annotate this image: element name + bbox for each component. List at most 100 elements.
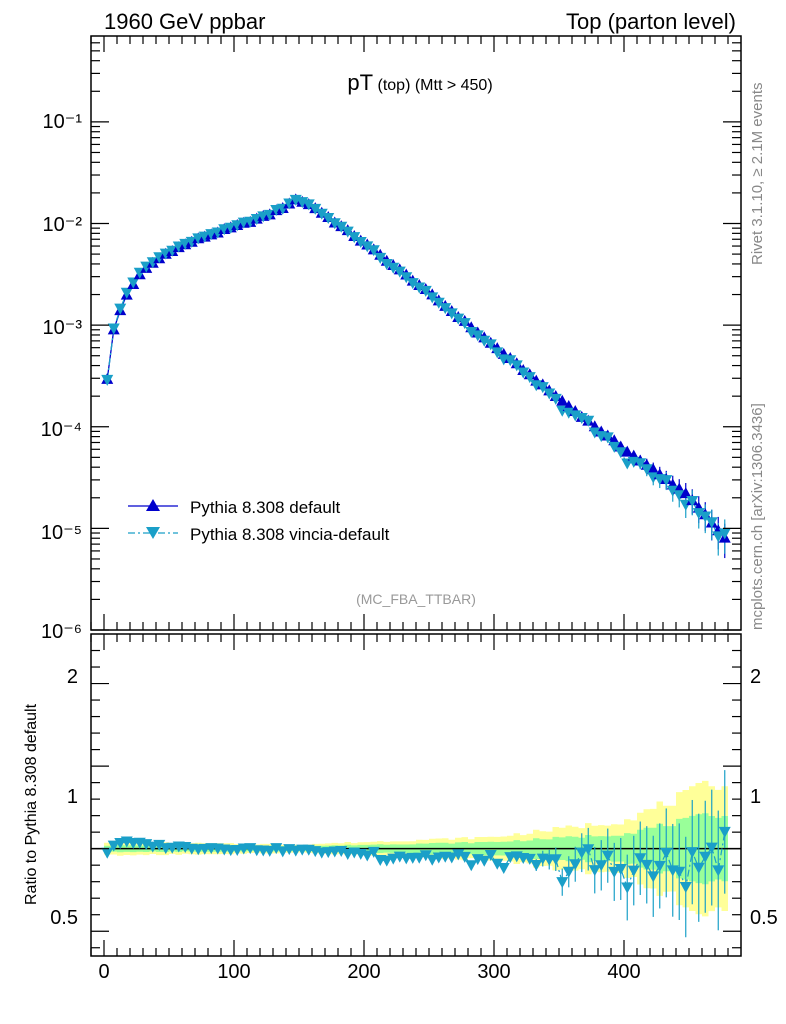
marker-vincia [705,517,718,529]
marker-vincia [718,528,731,540]
marker-vincia [575,412,588,424]
ratio-tick-2-right: 2 [750,666,761,688]
ratio-marker-vincia [523,853,536,865]
xtick-label-400: 400 [607,961,640,983]
ratio-marker-vincia [679,882,692,894]
ratio-marker-vincia [556,877,569,889]
ratio-marker-vincia [705,842,718,854]
legend-marker-vincia [146,527,160,539]
marker-vincia [348,232,361,244]
marker-vincia [452,313,465,325]
series-vincia-line [106,199,726,538]
marker-vincia [491,347,504,359]
ratio-marker-vincia [582,844,595,856]
ratio-marker-vincia [465,860,478,872]
ratio-marker-vincia [335,846,348,858]
marker-vincia [484,339,497,351]
ratio-marker-vincia [367,846,380,858]
ratio-marker-vincia [686,847,699,859]
ratio-marker-vincia [569,859,582,871]
marker-vincia [120,287,133,299]
marker-vincia [692,508,705,520]
ratio-marker-vincia [387,853,400,865]
ratio-marker-vincia [491,858,504,870]
marker-vincia [471,330,484,342]
marker-vincia [361,241,374,253]
ratio-marker-vincia [621,882,634,894]
main-frame [90,35,742,631]
legend: Pythia 8.308 default Pythia 8.308 vincia… [128,498,390,544]
marker-vincia [549,393,562,405]
marker-vincia [231,220,244,232]
marker-vincia [608,441,621,453]
marker-vincia [374,252,387,264]
xtick-label-300: 300 [477,961,510,983]
series-default-line [106,198,726,539]
ratio-marker-vincia [601,850,614,862]
ratio-marker-vincia [575,847,588,859]
marker-default [556,394,569,406]
marker-vincia [510,360,523,372]
ratio-marker-vincia [153,839,166,851]
ratio-marker-vincia [426,854,439,866]
ratio-marker-vincia [445,852,458,864]
marker-vincia [354,237,367,249]
marker-default [679,487,692,499]
ratio-marker-vincia [458,851,471,863]
marker-vincia [712,531,725,543]
rivet-label: Rivet 3.1.10, ≥ 2.1M events [749,83,766,266]
ratio-marker-vincia [647,871,660,883]
marker-vincia [335,221,348,233]
ytick-label-4: 10⁻⁴ [41,419,82,441]
xtick-label-0: 0 [98,961,109,983]
ratio-marker-vincia [361,850,374,862]
ratio-marker-vincia [660,847,673,859]
ratio-marker-vincia [484,850,497,862]
watermark: (MC_FBA_TTBAR) [356,591,476,607]
marker-vincia [458,318,471,330]
ratio-tick-05-right: 0.5 [750,907,778,929]
xtick-label-200: 200 [347,961,380,983]
marker-vincia [387,262,400,274]
ratio-marker-vincia [634,853,647,865]
ratio-frame [90,633,742,957]
ratio-marker-vincia [653,860,666,872]
marker-vincia [400,272,413,284]
legend-marker-default [146,499,160,511]
marker-vincia [406,278,419,290]
header-left: 1960 GeV ppbar [104,9,265,34]
ratio-marker-vincia [640,859,653,871]
marker-vincia [432,297,445,309]
marker-vincia [699,511,712,523]
marker-vincia [588,427,601,439]
marker-vincia [517,367,530,379]
marker-vincia [478,335,491,347]
marker-vincia [179,238,192,250]
ratio-tick-1-left: 1 [67,786,78,808]
marker-vincia [159,248,172,260]
marker-vincia [172,241,185,253]
ratio-marker-vincia [107,840,120,852]
marker-vincia [380,259,393,271]
marker-vincia [426,292,439,304]
ratio-marker-vincia [699,851,712,863]
ratio-marker-vincia [270,843,283,855]
legend-label-vincia: Pythia 8.308 vincia-default [190,525,390,544]
ratio-marker-vincia [562,866,575,878]
ratio-tick-2-left: 2 [67,666,78,688]
legend-label-default: Pythia 8.308 default [190,498,341,517]
marker-vincia [328,218,341,230]
ytick-label-5: 10⁻⁵ [41,522,82,544]
main-series [101,193,731,559]
ratio-marker-vincia [263,845,276,857]
marker-vincia [127,277,140,289]
ytick-label-3: 10⁻³ [43,317,83,339]
ratio-series-vincia [101,770,731,938]
ratio-marker-vincia [101,847,114,859]
ratio-marker-vincia [478,855,491,867]
marker-vincia [419,285,432,297]
ratio-marker-vincia [608,866,621,878]
ratio-tick-1-right: 1 [750,786,761,808]
marker-vincia [367,245,380,257]
ratio-marker-vincia [718,826,731,838]
